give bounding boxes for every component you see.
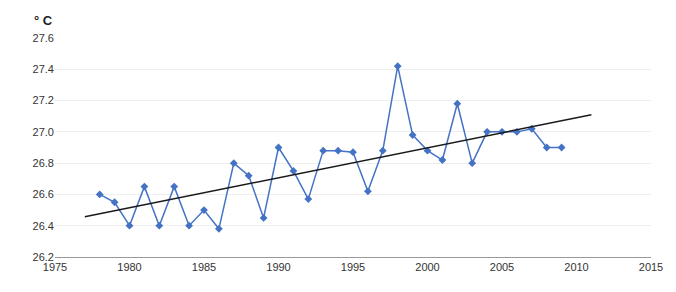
svg-text:26.2: 26.2 [33,251,54,263]
svg-text:26.4: 26.4 [33,220,54,232]
svg-text:27.0: 27.0 [33,126,54,138]
svg-text:2010: 2010 [564,261,588,273]
svg-text:2015: 2015 [639,261,663,273]
svg-text:1990: 1990 [266,261,290,273]
svg-text:1985: 1985 [192,261,216,273]
svg-text:1975: 1975 [43,261,67,273]
svg-text:26.6: 26.6 [33,188,54,200]
svg-text:27.2: 27.2 [33,94,54,106]
svg-text:27.4: 27.4 [33,63,54,75]
svg-text:1995: 1995 [341,261,365,273]
svg-text:2005: 2005 [490,261,514,273]
svg-text:26.8: 26.8 [33,157,54,169]
svg-text:° C: ° C [34,13,53,28]
svg-text:2000: 2000 [415,261,439,273]
svg-text:1980: 1980 [117,261,141,273]
svg-text:27.6: 27.6 [33,32,54,44]
